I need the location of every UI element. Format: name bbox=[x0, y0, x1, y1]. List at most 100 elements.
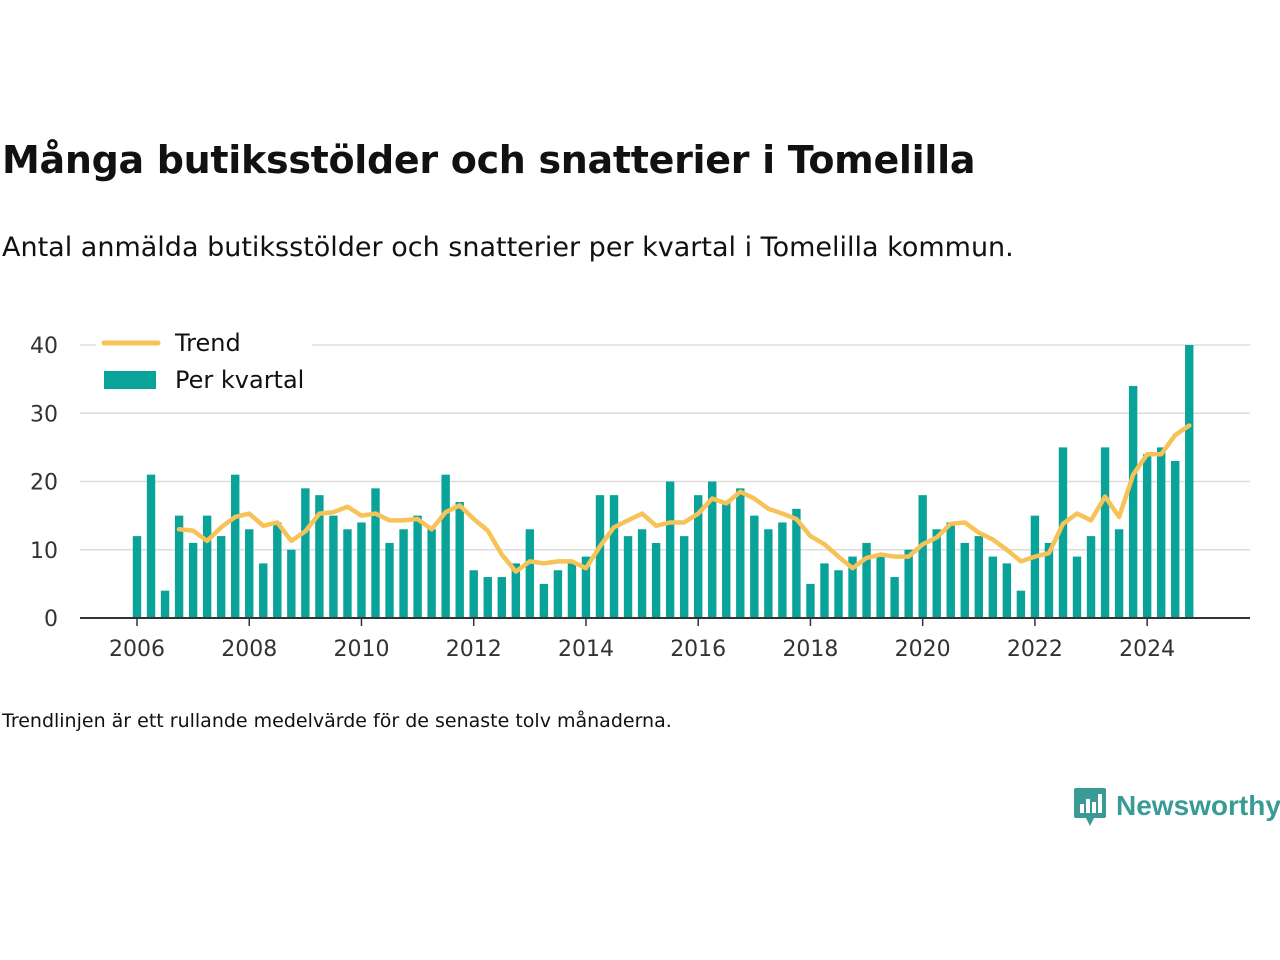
x-tick-label: 2016 bbox=[670, 637, 726, 662]
chart-area: 0 10 20 30 40 2006 2008 2010 2012 2014 2016 2018 202… bbox=[30, 328, 1250, 662]
bar bbox=[160, 590, 170, 618]
bar bbox=[960, 542, 969, 618]
bar bbox=[1128, 385, 1138, 618]
y-tick-label: 20 bbox=[30, 471, 58, 496]
bar bbox=[245, 529, 254, 618]
bar bbox=[722, 501, 731, 618]
x-tick-label: 2012 bbox=[446, 637, 502, 662]
bar bbox=[806, 583, 815, 619]
bar bbox=[455, 501, 464, 618]
bar bbox=[708, 481, 717, 618]
bar bbox=[651, 542, 661, 618]
bar bbox=[357, 522, 366, 618]
bar bbox=[231, 474, 240, 618]
bar bbox=[413, 515, 422, 619]
bar bbox=[876, 556, 885, 618]
x-tick-label: 2022 bbox=[1007, 637, 1063, 662]
x-tick-label: 2024 bbox=[1119, 637, 1175, 662]
bar bbox=[1044, 542, 1054, 618]
bar bbox=[834, 570, 843, 618]
bar bbox=[287, 549, 296, 618]
brand-name: Newsworthy bbox=[1116, 790, 1280, 821]
bar bbox=[736, 488, 745, 618]
bar bbox=[890, 577, 899, 618]
bar bbox=[595, 495, 605, 618]
bar bbox=[862, 542, 871, 618]
bar bbox=[1100, 447, 1110, 619]
chart-subtitle: Antal anmälda butiksstölder och snatteri… bbox=[2, 232, 1014, 263]
x-tick-label: 2008 bbox=[221, 637, 277, 662]
trend-series bbox=[176, 423, 1192, 574]
bar bbox=[343, 529, 352, 618]
bar-series bbox=[132, 345, 1194, 619]
legend: Trend Per kvartal bbox=[96, 328, 312, 400]
bar bbox=[946, 522, 955, 618]
y-tick-label: 40 bbox=[30, 334, 58, 359]
x-tick-label: 2014 bbox=[558, 637, 614, 662]
x-tick-label: 2006 bbox=[109, 637, 165, 662]
bar bbox=[1171, 461, 1180, 618]
bar bbox=[792, 508, 801, 618]
bar bbox=[174, 515, 184, 619]
bar bbox=[441, 474, 450, 618]
bar bbox=[525, 529, 535, 618]
x-tick-label: 2018 bbox=[782, 637, 838, 662]
bar bbox=[385, 542, 394, 618]
bar bbox=[216, 536, 226, 618]
bar bbox=[315, 495, 324, 618]
bar bbox=[1030, 515, 1040, 619]
bar bbox=[904, 549, 913, 618]
bar bbox=[974, 536, 983, 618]
bar bbox=[848, 556, 857, 618]
bar bbox=[932, 529, 941, 618]
chart-title: Många butiksstölder och snatterier i Tom… bbox=[2, 138, 976, 182]
bar bbox=[764, 529, 773, 618]
bar bbox=[146, 474, 156, 618]
bar bbox=[567, 563, 577, 618]
bar bbox=[694, 495, 703, 618]
bar bbox=[539, 583, 549, 619]
bar bbox=[1114, 529, 1124, 618]
bar bbox=[469, 570, 478, 618]
bar bbox=[637, 529, 647, 618]
bar bbox=[427, 529, 436, 618]
legend-bar-label: Per kvartal bbox=[175, 366, 304, 394]
bar bbox=[188, 542, 198, 618]
legend-trend-label: Trend bbox=[174, 329, 241, 357]
bar bbox=[202, 515, 212, 619]
bar bbox=[665, 481, 675, 618]
bar bbox=[259, 563, 268, 618]
axes: 0 10 20 30 40 2006 2008 2010 2012 2014 2016 2018 202… bbox=[30, 334, 1250, 662]
bar bbox=[1156, 447, 1166, 619]
bar bbox=[1185, 345, 1194, 618]
bar bbox=[609, 495, 619, 618]
bar bbox=[329, 515, 338, 619]
bar bbox=[511, 563, 521, 618]
bar bbox=[1086, 536, 1096, 618]
bar bbox=[1016, 590, 1026, 618]
brand-logo: Newsworthy bbox=[1072, 784, 1280, 828]
bar bbox=[750, 515, 759, 619]
bar bbox=[1072, 556, 1082, 618]
bar bbox=[1058, 447, 1068, 619]
bar bbox=[483, 577, 492, 618]
y-tick-label: 10 bbox=[30, 539, 58, 564]
bar bbox=[1142, 454, 1152, 618]
bar bbox=[679, 536, 689, 618]
newsworthy-logo-icon bbox=[1074, 788, 1106, 826]
bar bbox=[778, 522, 787, 618]
bar bbox=[371, 488, 380, 618]
trend-line bbox=[176, 423, 1192, 574]
x-tick-label: 2020 bbox=[895, 637, 951, 662]
bar bbox=[988, 556, 998, 618]
bar bbox=[820, 563, 829, 618]
bar bbox=[918, 495, 927, 618]
bar bbox=[1002, 563, 1012, 618]
footnote: Trendlinjen är ett rullande medelvärde f… bbox=[2, 710, 672, 732]
legend-bar-swatch bbox=[104, 371, 156, 389]
bar bbox=[273, 522, 282, 618]
bar bbox=[553, 570, 563, 618]
y-tick-label: 30 bbox=[30, 402, 58, 427]
bar bbox=[399, 529, 408, 618]
bar bbox=[301, 488, 310, 618]
